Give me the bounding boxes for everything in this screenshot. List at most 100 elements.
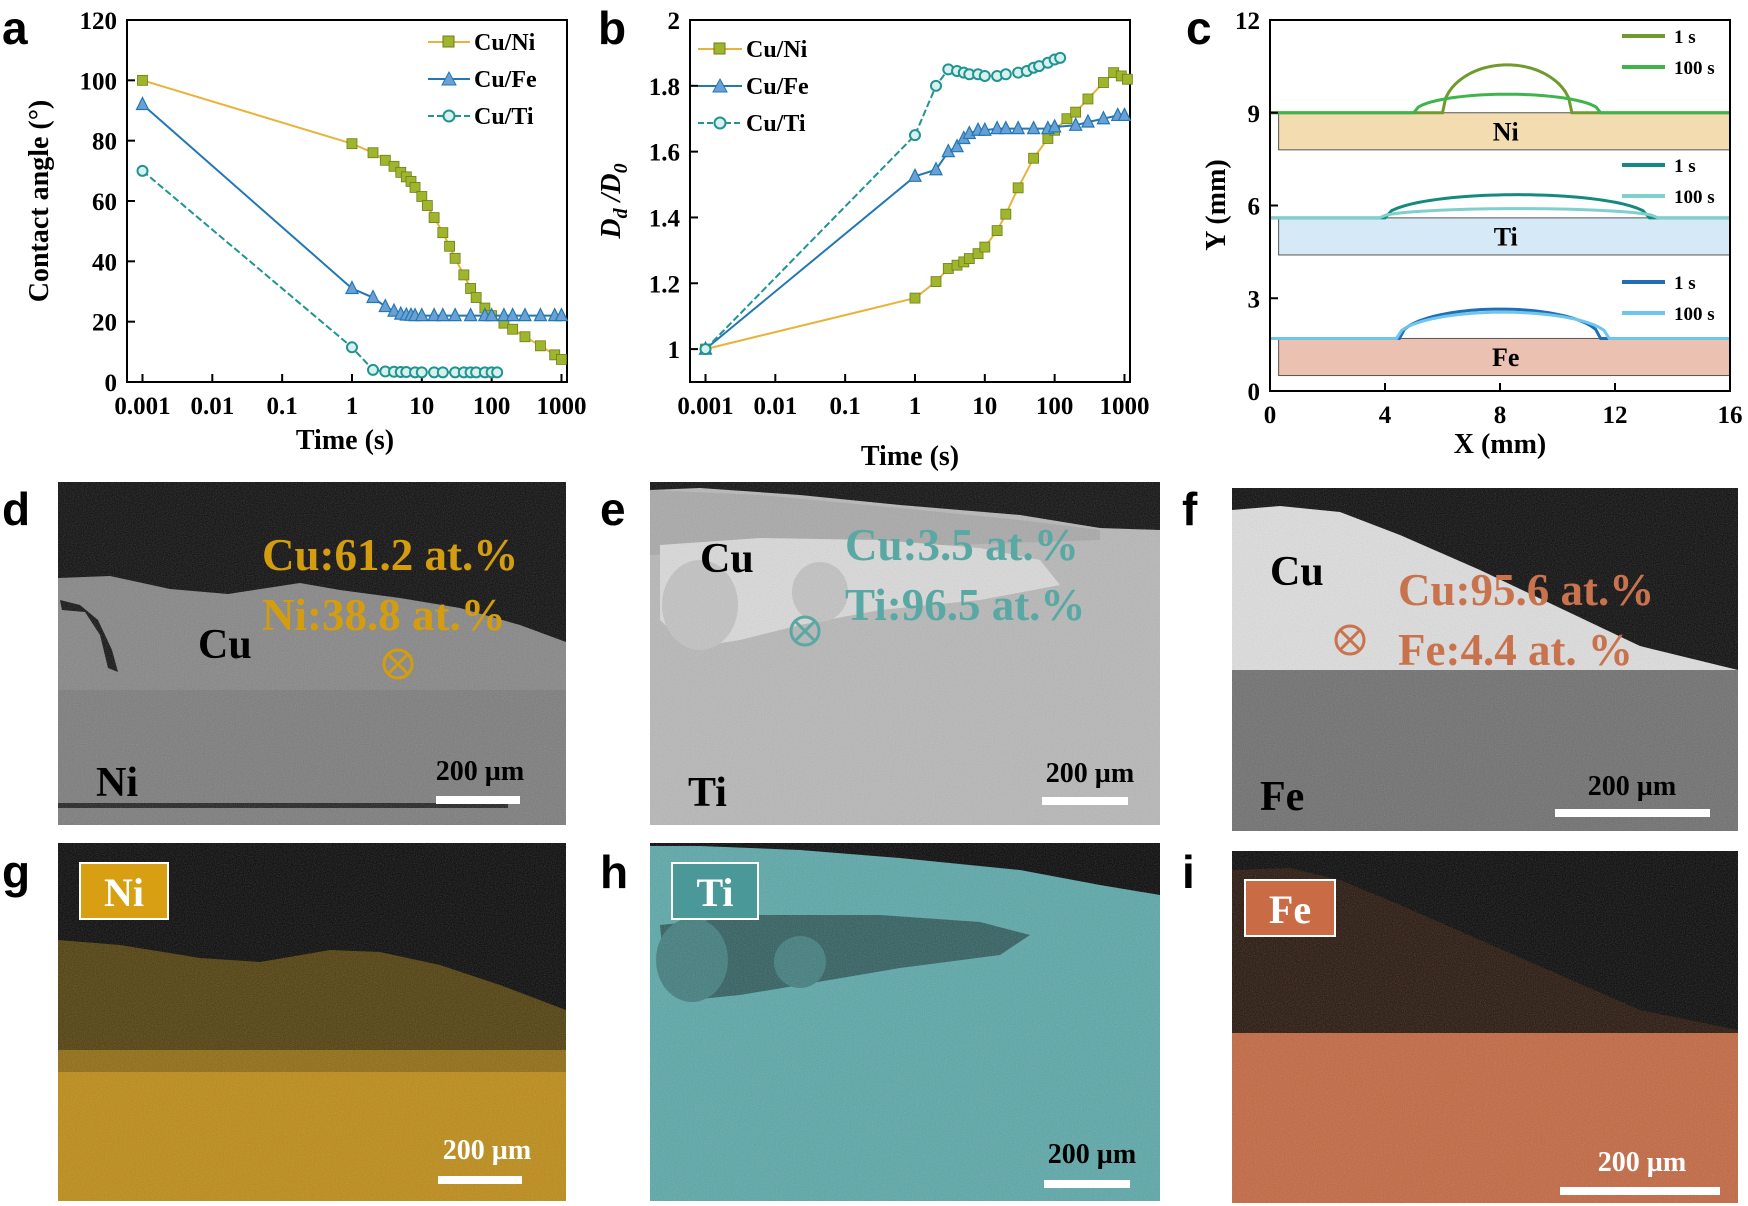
- data-point-b-cu-ni: [1082, 93, 1094, 105]
- plot-area-b: [689, 19, 1131, 383]
- data-point-b-cu-ni: [930, 276, 942, 288]
- y-axis-label-b: Dd /D0: [596, 163, 632, 239]
- data-point-a-cu-ni: [346, 138, 358, 150]
- y-tick-label-a: 100: [80, 68, 118, 95]
- substrate-label-f: Fe: [1260, 774, 1304, 820]
- data-point-a-cu-fe: [496, 307, 511, 322]
- data-point-a-cu-ni: [367, 147, 379, 159]
- legend-c-ni-1s: 1 s: [1674, 27, 1696, 48]
- data-point-a-cu-ni: [458, 269, 470, 281]
- element-label-h: Ti: [696, 870, 733, 915]
- legend-marker-cu-fe: [441, 70, 457, 86]
- data-point-a-cu-fe: [345, 280, 359, 295]
- y-tick-label-b: 1.8: [649, 74, 680, 101]
- legend-label-cu-fe-b: Cu/Fe: [746, 74, 809, 100]
- panel-d-sem-cu-ni: d Cu:61.2 at.% Ni:38.8 at.% Cu Ni 200 µm: [2, 482, 566, 825]
- data-point-b-cu-fe: [950, 138, 964, 153]
- substrate-label-ti: Ti: [1494, 222, 1518, 251]
- data-point-b-cu-fe: [1047, 118, 1062, 133]
- data-point-a-cu-fe: [435, 307, 450, 322]
- data-point-a-cu-fe: [463, 307, 478, 322]
- legend-marker-cu-ni-b: [713, 42, 726, 55]
- data-point-a-cu-ti: [367, 363, 380, 376]
- y-tick-label-a: 60: [92, 189, 117, 216]
- probe-marker-f: [1334, 624, 1366, 656]
- data-point-b-cu-ni: [972, 248, 984, 260]
- data-point-b-cu-fe: [1117, 107, 1132, 122]
- composition-cu-d: Cu:61.2 at.%: [262, 530, 518, 580]
- sem-image-d: [58, 482, 566, 825]
- legend-c-ti-1s: 1 s: [1674, 156, 1696, 177]
- substrate-ti: [1278, 217, 1731, 256]
- data-point-b-cu-ni: [1028, 152, 1040, 164]
- scale-label-i: 200 µm: [1598, 1147, 1686, 1178]
- element-badge-h: [671, 862, 759, 920]
- composition-ti-e: Ti:96.5 at.%: [845, 580, 1085, 630]
- data-point-a-cu-fe: [378, 298, 393, 313]
- data-point-a-cu-fe: [387, 302, 401, 317]
- axis-ticks-b: 0.001 0.01 0.1 1 10 100 1000 1 1.2 1.4 1.6 1.8 2: [649, 8, 1150, 420]
- data-point-b-cu-ni: [1061, 113, 1073, 125]
- probe-marker-d: [382, 648, 414, 680]
- data-point-a-cu-fe: [533, 307, 548, 322]
- data-point-a-cu-ni: [556, 353, 567, 365]
- profile-ni-1s: [1270, 63, 1730, 115]
- data-point-a-cu-ti: [491, 366, 504, 379]
- cu-label-d: Cu: [198, 622, 252, 668]
- data-point-a-cu-ni: [388, 160, 400, 172]
- axis-ticks-a: 0.001 0.01 0.1 1 10 100 1000 0 20 40 60 80 100 120: [80, 8, 587, 420]
- x-tick-label-b: 0.01: [753, 393, 797, 420]
- panel-label-d: d: [2, 483, 30, 535]
- data-point-b-cu-fe: [990, 120, 1005, 135]
- x-tick-label-b: 0.001: [677, 393, 733, 420]
- data-point-a-cu-ni: [428, 212, 440, 223]
- substrate-label-e: Ti: [688, 770, 727, 816]
- cu-label-f: Cu: [1270, 549, 1324, 595]
- legend-c-ni-100s: 100 s: [1674, 58, 1715, 79]
- data-point-b-cu-ni: [1012, 182, 1024, 194]
- data-point-a-cu-ni: [437, 227, 449, 239]
- x-tick-label-c: 4: [1379, 402, 1392, 429]
- data-point-b-cu-ti: [999, 68, 1012, 81]
- composition-cu-f: Cu:95.6 at.%: [1398, 565, 1654, 615]
- element-badge-g: [79, 862, 169, 920]
- data-point-b-cu-ti: [930, 79, 943, 92]
- probe-marker-e: [789, 615, 821, 647]
- panel-f-sem-cu-fe: f Cu Cu:95.6 at.% Fe:4.4 at. % Fe 200 µm: [1182, 483, 1738, 831]
- y-tick-label-b: 1.6: [649, 140, 680, 167]
- legend-marker-cu-ni: [442, 35, 455, 48]
- x-tick-label-a: 0.1: [267, 393, 298, 420]
- data-point-a-cu-fe: [505, 307, 520, 322]
- legend-a: Cu/Ni Cu/Fe Cu/Ti: [428, 30, 537, 130]
- panel-label-h: h: [600, 846, 628, 898]
- data-point-a-cu-ni: [519, 331, 531, 343]
- panel-label-f: f: [1182, 483, 1198, 535]
- scale-label-g: 200 µm: [443, 1135, 531, 1166]
- element-label-g: Ni: [104, 870, 144, 915]
- data-point-a-cu-ni: [507, 323, 519, 335]
- panel-c-droplet-profile-chart: c Ni Ti Fe 0 4 8 12 16 0 3 6 9 12 X (mm) Y (mm) 1 s…: [1186, 2, 1743, 460]
- substrate-label-ni: Ni: [1493, 117, 1519, 146]
- data-point-b-cu-ti: [908, 129, 921, 142]
- data-point-b-cu-fe: [1026, 120, 1041, 135]
- legend-c-fe-100s: 100 s: [1674, 304, 1715, 325]
- data-point-a-cu-ni: [416, 191, 428, 202]
- x-axis-label-c: X (mm): [1454, 429, 1547, 460]
- legend-c: 1 s 100 s 1 s 100 s 1 s 100 s: [1622, 27, 1715, 325]
- x-tick-label-b: 10: [972, 393, 997, 420]
- x-tick-label-c: 16: [1718, 402, 1743, 429]
- y-tick-label-b: 2: [668, 8, 681, 35]
- profile-curves-c: [1270, 63, 1730, 340]
- data-point-b-cu-ti: [699, 343, 712, 356]
- data-point-b-cu-ni: [1000, 208, 1012, 220]
- data-point-a-cu-ni: [409, 182, 421, 193]
- y-tick-label-c: 12: [1235, 8, 1260, 35]
- data-point-b-cu-ni: [1070, 106, 1082, 118]
- y-tick-label-b: 1.2: [649, 271, 680, 298]
- legend-marker-cu-ti-b: [713, 116, 727, 130]
- composition-fe-f: Fe:4.4 at. %: [1398, 625, 1633, 675]
- scale-bar-i: [1560, 1187, 1720, 1195]
- data-point-b-cu-fe: [977, 121, 992, 136]
- x-tick-label-c: 8: [1494, 402, 1507, 429]
